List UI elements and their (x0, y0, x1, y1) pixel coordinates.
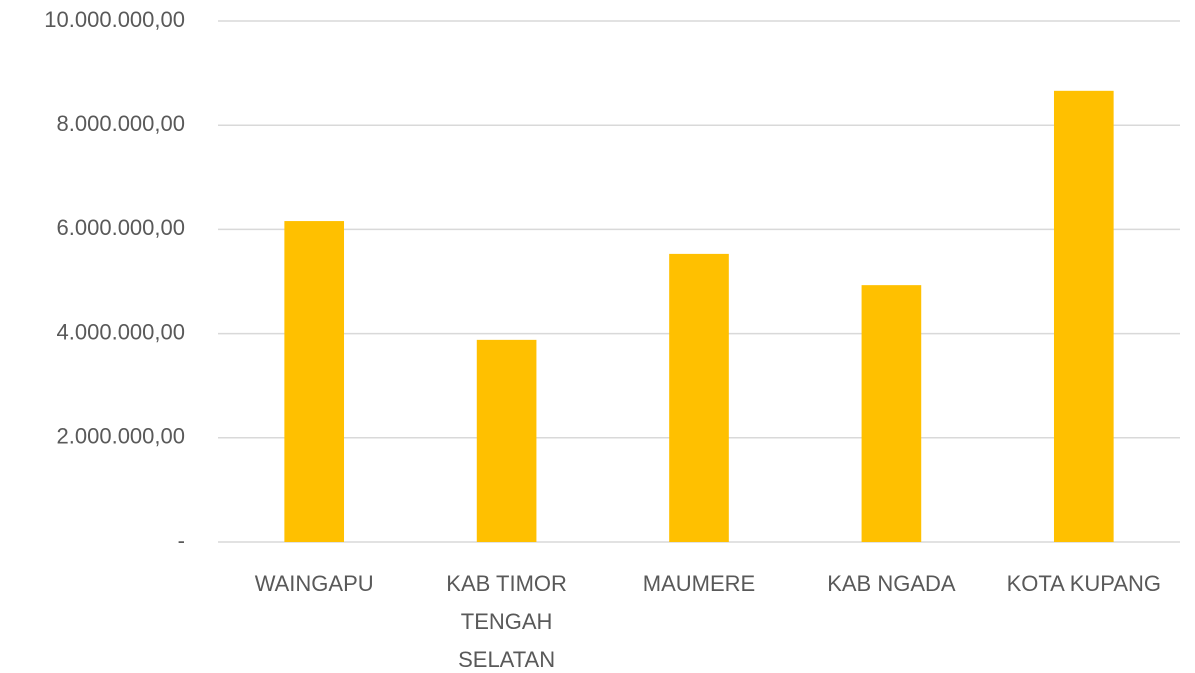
bar (861, 285, 922, 542)
y-tick-label: 8.000.000,00 (57, 111, 185, 136)
bar (476, 339, 537, 542)
y-tick-label: - (178, 528, 185, 553)
y-tick-label: 10.000.000,00 (44, 7, 185, 32)
x-tick-label: MAUMERE (642, 571, 756, 596)
bar (669, 253, 729, 542)
bar (284, 221, 345, 542)
y-tick-label: 6.000.000,00 (57, 215, 185, 240)
x-tick-label: KOTA KUPANG (1006, 571, 1162, 596)
x-tick-label: KAB NGADA (827, 571, 956, 596)
bar (1053, 90, 1114, 543)
x-tick-label: KAB TIMOR TENGAH SELATAN (446, 571, 567, 672)
y-tick-label: 2.000.000,00 (57, 424, 185, 449)
y-tick-label: 4.000.000,00 (57, 319, 185, 344)
x-tick-label: WAINGAPU (254, 571, 374, 596)
